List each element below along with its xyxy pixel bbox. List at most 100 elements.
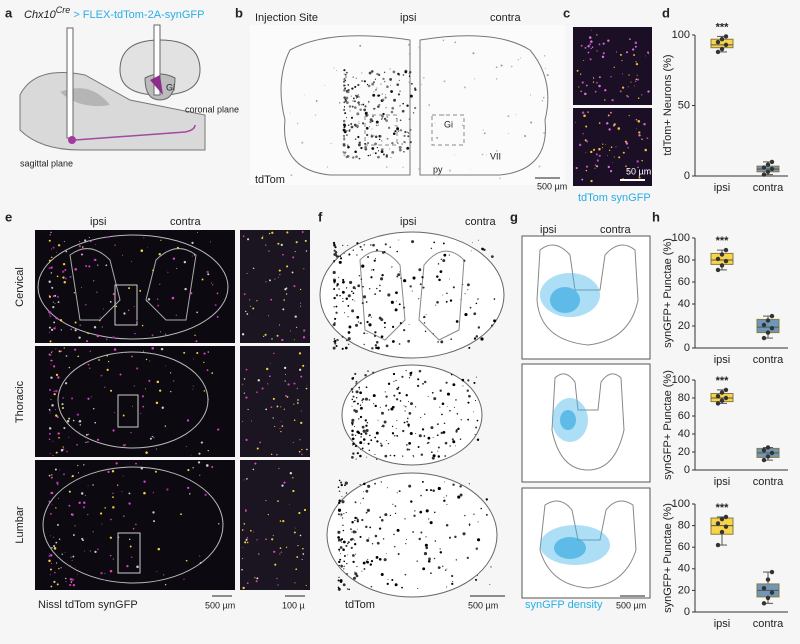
speckle (261, 237, 264, 240)
speckle (48, 427, 52, 430)
speckle (250, 305, 252, 307)
speckle (268, 232, 271, 235)
speckle (380, 150, 384, 154)
speckle (356, 315, 360, 319)
speckle (51, 547, 53, 549)
speckle (371, 347, 374, 350)
speckle (114, 244, 116, 247)
speckle (373, 107, 376, 110)
speckle (61, 450, 63, 452)
speckle (376, 87, 378, 89)
speckle (191, 241, 194, 245)
speckle (81, 246, 84, 248)
speckle (436, 434, 439, 437)
speckle (185, 559, 188, 562)
speckle (351, 433, 354, 437)
speckle (103, 579, 105, 581)
speckle (395, 512, 397, 514)
significance: *** (716, 375, 730, 387)
speckle (592, 77, 594, 78)
speckle (364, 111, 368, 115)
speckle (384, 391, 386, 393)
speckle (359, 441, 363, 445)
speckle (300, 421, 303, 425)
speckle (476, 438, 480, 441)
speckle (407, 417, 409, 420)
speckle (350, 125, 354, 129)
speckle (243, 293, 246, 296)
speckle (431, 451, 433, 453)
speckle (475, 335, 479, 338)
speckle (256, 539, 258, 541)
speckle (358, 141, 361, 144)
panel-label: f (318, 209, 323, 224)
speckle (393, 434, 396, 437)
speckle (124, 444, 126, 446)
speckle (467, 401, 470, 404)
speckle (485, 513, 488, 516)
speckle (343, 77, 346, 80)
speckle (472, 52, 475, 55)
speckle (365, 114, 368, 117)
speckle (56, 583, 59, 586)
speckle (300, 375, 303, 378)
speckle (406, 104, 409, 107)
speckle (481, 153, 484, 156)
speckle (189, 493, 191, 495)
speckle (387, 442, 390, 445)
speckle (364, 142, 367, 145)
speckle (366, 320, 369, 324)
speckle (280, 420, 282, 422)
speckle (190, 454, 192, 456)
speckle (608, 149, 611, 151)
speckle (361, 80, 363, 82)
speckle (576, 69, 579, 72)
speckle (366, 333, 368, 335)
speckle (431, 456, 435, 460)
speckle (380, 148, 384, 151)
speckle (387, 409, 390, 411)
scale-label: 500 µm (616, 600, 646, 610)
speckle (211, 372, 214, 374)
speckle (610, 76, 612, 78)
speckle (351, 398, 354, 401)
speckle (362, 285, 364, 288)
speckle (368, 71, 372, 75)
speckle (92, 484, 94, 486)
speckle (583, 114, 586, 118)
speckle (635, 118, 638, 121)
speckle (360, 432, 363, 436)
speckle (636, 127, 637, 129)
speckle (129, 545, 132, 548)
speckle (353, 123, 357, 127)
significance: *** (716, 21, 730, 33)
speckle (378, 94, 381, 97)
speckle (402, 166, 404, 169)
speckle (333, 259, 335, 262)
speckle (543, 54, 546, 57)
speckle (543, 132, 545, 134)
speckle (289, 503, 290, 505)
speckle (78, 420, 82, 423)
speckle (267, 383, 269, 385)
speckle (468, 523, 471, 526)
speckle (393, 533, 395, 536)
speckle (92, 531, 94, 533)
y-tick-label: 0 (684, 170, 690, 182)
speckle (354, 106, 357, 109)
speckle (337, 536, 340, 539)
speckle (60, 567, 62, 569)
speckle (351, 437, 355, 441)
y-tick-label: 80 (678, 392, 690, 404)
speckle (343, 138, 346, 141)
speckle (613, 66, 615, 68)
speckle (342, 119, 346, 123)
speckle (390, 110, 394, 114)
speckle (351, 537, 354, 541)
speckle (343, 560, 346, 563)
ipsi-label: ipsi (400, 12, 417, 24)
speckle (602, 42, 605, 45)
speckle (585, 169, 588, 172)
speckle (64, 277, 67, 280)
speckle (333, 287, 336, 290)
